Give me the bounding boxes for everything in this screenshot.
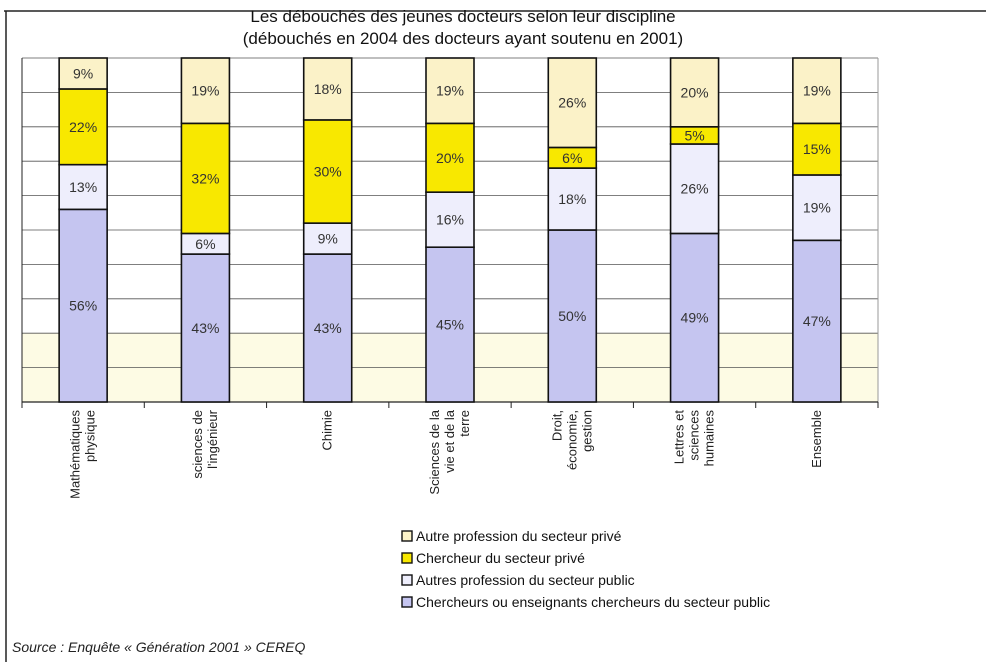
bar-value-label: 22%	[69, 119, 97, 135]
category-label-line: Droit,	[549, 410, 564, 441]
bar-segment	[302, 119, 353, 224]
chart-subtitle: (débouchés en 2004 des docteurs ayant so…	[243, 29, 683, 48]
bar-segment	[792, 57, 842, 125]
category-label: Droit, économie, gestion	[549, 410, 594, 470]
category-label: Mathématiques physique	[68, 410, 98, 499]
category-label-line: Mathématiques	[68, 410, 83, 499]
bar-value-label: 18%	[558, 191, 586, 207]
bar-segment	[302, 57, 353, 121]
bar-segment	[792, 174, 842, 242]
category-label-line: humaines	[702, 410, 717, 467]
legend-label: Autre profession du secteur privé	[416, 528, 622, 544]
bar-segment	[58, 57, 108, 90]
category-label-line: sciences	[687, 410, 702, 461]
category-label: Sciences de la vie et de la terre	[427, 409, 472, 494]
category-label: sciences de l'ingénieur	[190, 409, 220, 478]
bar-value-label: 15%	[803, 141, 831, 157]
bar-value-label: 9%	[73, 65, 93, 81]
legend-label: Chercheurs ou enseignants chercheurs du …	[416, 594, 770, 610]
category-label-line: Sciences de la	[427, 409, 442, 494]
bar-value-label: 16%	[436, 212, 464, 228]
bar-value-label: 49%	[681, 310, 709, 326]
legend-swatch	[401, 596, 413, 608]
category-label-line: sciences de	[190, 410, 205, 479]
bar-segment	[669, 57, 720, 128]
category-label-line: Ensemble	[809, 410, 824, 468]
bar-segment	[547, 167, 598, 231]
bar-value-label: 19%	[191, 83, 219, 99]
category-labels-group: Mathématiques physique sciences de l'ingéni…	[68, 409, 824, 499]
category-label: Ensemble	[809, 410, 824, 468]
legend-swatch	[401, 574, 413, 586]
bar-value-label: 26%	[681, 181, 709, 197]
bar-segment	[547, 229, 598, 403]
bar-value-label: 45%	[436, 317, 464, 333]
bar-value-label: 43%	[314, 320, 342, 336]
bar-segment	[180, 57, 231, 125]
bar-value-label: 13%	[69, 179, 97, 195]
bar-value-label: 5%	[684, 127, 704, 143]
legend-label: Chercheur du secteur privé	[416, 550, 585, 566]
bar-segment	[58, 208, 108, 403]
legend-swatch	[401, 530, 413, 542]
bar-value-label: 19%	[803, 83, 831, 99]
bar-segment	[180, 253, 231, 403]
bar-value-label: 6%	[562, 150, 582, 166]
category-label-line: l'ingénieur	[205, 409, 220, 469]
bar-segment	[425, 122, 475, 193]
category-label-line: vie et de la	[442, 409, 457, 473]
bar-value-label: 56%	[69, 298, 97, 314]
category-label-line: terre	[457, 410, 472, 437]
bar-segment	[58, 88, 108, 166]
bar-segment	[669, 232, 720, 403]
bar-segment	[302, 222, 353, 255]
bar-value-label: 32%	[191, 170, 219, 186]
bar-value-label: 30%	[314, 164, 342, 180]
bar-value-label: 43%	[191, 320, 219, 336]
category-label-line: gestion	[579, 410, 594, 452]
source-note: Source : Enquête « Génération 2001 » CER…	[12, 639, 306, 655]
bar-value-label: 6%	[195, 236, 215, 252]
bar-segment	[180, 122, 231, 235]
category-label-line: Chimie	[320, 410, 335, 450]
legend-swatch	[401, 552, 413, 564]
category-label: Chimie	[320, 410, 335, 450]
bar-segment	[58, 163, 108, 211]
legend: Autre profession du secteur privé Cherche…	[401, 528, 770, 610]
segment-labels-group: 56% 13% 22% 9% 43% 6% 32% 19% 43% 9% 30% 18% 45% 16% 2…	[69, 65, 831, 336]
bars-group	[58, 57, 842, 403]
category-label: Lettres et sciences humaines	[672, 410, 717, 467]
bar-value-label: 50%	[558, 308, 586, 324]
category-label-line: économie,	[564, 410, 579, 470]
bar-segment	[425, 57, 475, 125]
bar-segment	[669, 143, 720, 235]
bar-segment	[547, 57, 598, 149]
bar-value-label: 19%	[436, 83, 464, 99]
legend-label: Autres profession du secteur public	[416, 572, 635, 588]
category-label-line: physique	[83, 410, 98, 462]
bar-value-label: 19%	[803, 200, 831, 216]
bar-value-label: 26%	[558, 95, 586, 111]
chart-title: Les débouchés des jeunes docteurs selon …	[250, 7, 675, 26]
bar-value-label: 20%	[436, 150, 464, 166]
bar-value-label: 9%	[318, 231, 338, 247]
bar-segment	[302, 253, 353, 403]
bar-value-label: 18%	[314, 81, 342, 97]
category-label-line: Lettres et	[672, 410, 687, 465]
bar-value-label: 20%	[681, 84, 709, 100]
bar-segment	[425, 246, 475, 403]
bar-value-label: 47%	[803, 313, 831, 329]
